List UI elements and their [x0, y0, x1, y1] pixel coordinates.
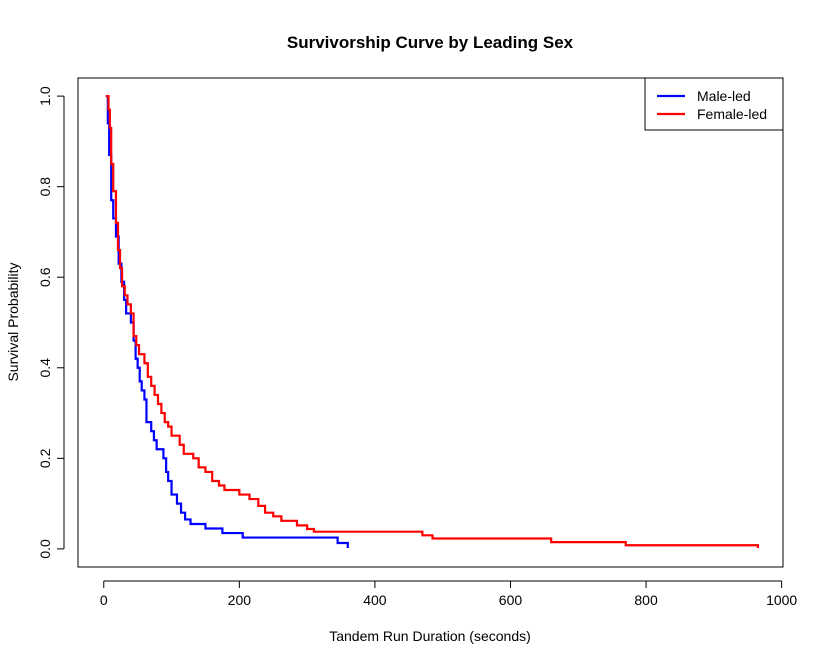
- legend-box: [644, 77, 784, 131]
- x-axis-label: Tandem Run Duration (seconds): [329, 628, 531, 644]
- y-axis-label: Survival Probability: [5, 262, 21, 381]
- x-tick-label: 0: [100, 592, 108, 608]
- legend-label: Female-led: [697, 106, 767, 122]
- y-tick-label: 1.0: [37, 86, 53, 106]
- series-line-female-led: [105, 95, 760, 548]
- y-tick-label: 0.4: [37, 358, 53, 378]
- x-tick-label: 400: [363, 592, 387, 608]
- series-line-male-led: [105, 95, 349, 548]
- x-tick-label: 800: [634, 592, 658, 608]
- chart-title: Survivorship Curve by Leading Sex: [287, 33, 574, 52]
- legend: Male-led Female-led: [644, 77, 784, 131]
- legend-label: Male-led: [697, 88, 751, 104]
- plot-frame: [77, 77, 784, 568]
- x-tick-label: 200: [228, 592, 252, 608]
- y-tick-label: 0.8: [37, 177, 53, 197]
- plot-layer: 0 200 400 600 800 1000 0.0 0.2 0.4 0.6 0.8 1.0: [37, 77, 797, 608]
- y-tick-label: 0.2: [37, 448, 53, 468]
- y-tick-label: 0.0: [37, 539, 53, 559]
- y-tick-label: 0.6: [37, 267, 53, 287]
- x-tick-label: 1000: [766, 592, 797, 608]
- x-tick-label: 600: [499, 592, 523, 608]
